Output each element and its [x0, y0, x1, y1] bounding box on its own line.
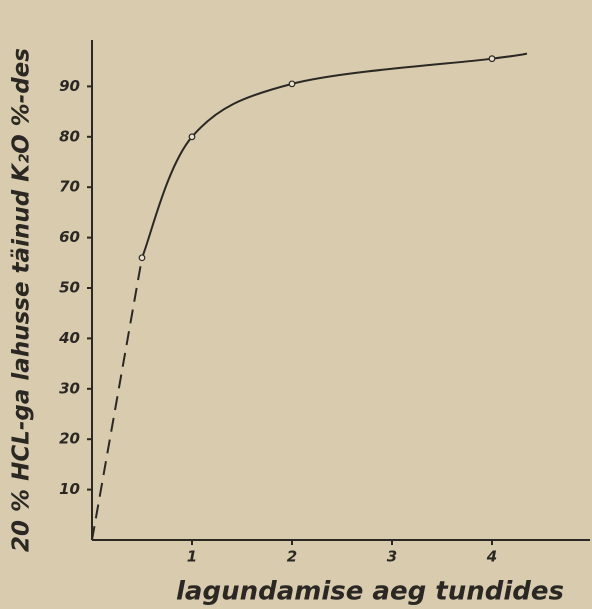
dashed-line [91, 257, 143, 541]
data-point [488, 55, 496, 63]
y-tick-label: 50 [59, 279, 80, 297]
y-tick-label: 80 [59, 127, 80, 145]
y-tick-label: 30 [59, 379, 80, 397]
x-tick-label: 1 [187, 548, 197, 566]
y-tick-label: 90 [59, 77, 80, 95]
y-tick-label: 10 [59, 480, 80, 498]
data-point [288, 80, 296, 88]
x-tick-label: 2 [287, 548, 297, 566]
x-axis-label: lagundamise aeg tundides [176, 577, 564, 607]
x-tick-label: 4 [486, 548, 497, 566]
data-point [138, 254, 146, 262]
y-tick-label: 20 [59, 430, 80, 448]
y-axis-label: 20 % HCL-ga lahusse täinud K₂O %-des [9, 48, 35, 552]
curve [141, 52, 528, 259]
y-tick-label: 60 [59, 228, 80, 246]
x-tick-label: 3 [387, 548, 397, 566]
y-tick-label: 40 [58, 329, 80, 347]
data-point [188, 133, 196, 141]
y-tick-label: 70 [59, 178, 80, 196]
